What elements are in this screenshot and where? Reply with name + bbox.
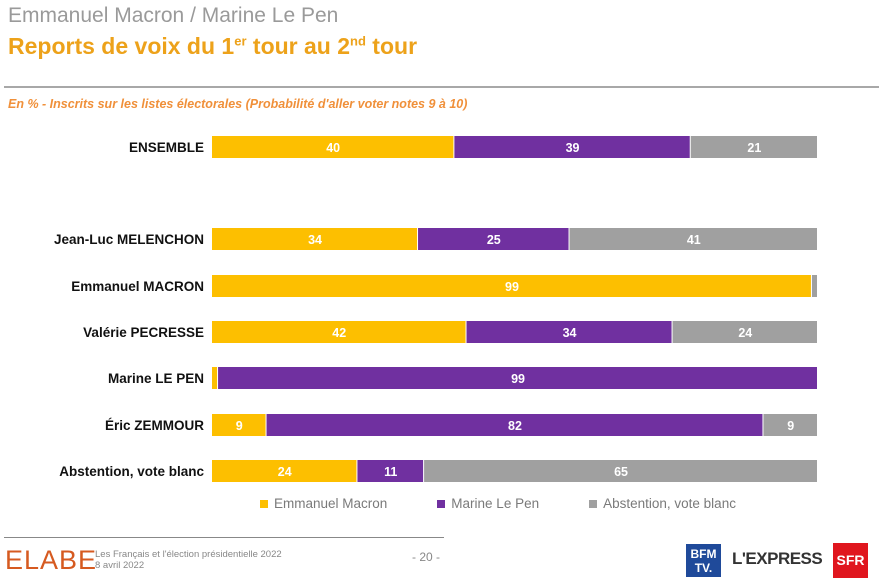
- sfr-logo: SFR: [833, 543, 868, 578]
- bar-segment: [212, 414, 266, 436]
- category-label: Abstention, vote blanc: [59, 464, 204, 479]
- data-label: 1: [819, 280, 826, 294]
- data-label: 82: [508, 419, 522, 433]
- data-label: 24: [738, 326, 752, 340]
- legend-item: Marine Le Pen: [437, 496, 539, 511]
- lexpress-logo: L'EXPRESS: [732, 549, 823, 568]
- title-text: tour: [365, 33, 418, 59]
- legend-label: Abstention, vote blanc: [603, 496, 736, 511]
- data-label: 40: [326, 141, 340, 155]
- subtitle: En % - Inscrits sur les listes électoral…: [8, 97, 468, 111]
- bar-segment: [212, 367, 218, 389]
- bar-segment: [811, 275, 817, 297]
- data-label: 34: [308, 233, 322, 247]
- bar-segment: [357, 460, 424, 482]
- legend-label: Marine Le Pen: [451, 496, 540, 511]
- data-label: 21: [747, 141, 761, 155]
- title-text: tour au 2: [246, 33, 351, 59]
- data-label: 11: [384, 465, 397, 479]
- data-label: 65: [614, 465, 628, 479]
- bar-segment: [690, 136, 817, 158]
- bar-segment: [454, 136, 690, 158]
- data-label: 99: [511, 372, 525, 386]
- legend-label: Emmanuel Macron: [274, 496, 388, 511]
- bar-segment: [424, 460, 817, 482]
- title-text: Reports de voix du 1: [8, 33, 235, 59]
- data-label: 39: [566, 141, 580, 155]
- category-label: ENSEMBLE: [129, 140, 204, 155]
- category-label: Emmanuel MACRON: [71, 279, 204, 294]
- legend-item: Emmanuel Macron: [260, 496, 387, 511]
- tv-text: TV.: [694, 561, 713, 575]
- bar-segment: [212, 228, 418, 250]
- legend: Emmanuel Macron Marine Le Pen Abstention…: [260, 496, 786, 511]
- stacked-bar-chart: ENSEMBLE 40 39 21 Jean-Luc MELENCHON 34 25 41 Em…: [54, 136, 826, 482]
- title-sup: nd: [350, 33, 366, 49]
- data-label: 24: [278, 465, 292, 479]
- bar-segment: [466, 321, 672, 343]
- category-label: Éric ZEMMOUR: [105, 418, 204, 433]
- page-number: - 20 -: [412, 550, 441, 564]
- legend-item: Abstention, vote blanc: [589, 496, 736, 511]
- bar-segment: [212, 275, 811, 297]
- bar-segment: [672, 321, 817, 343]
- footer-date: 8 avril 2022: [95, 560, 145, 571]
- bar-segment: [418, 228, 569, 250]
- bar-segment: [212, 136, 454, 158]
- data-label: 9: [236, 419, 243, 433]
- page-title: Reports de voix du 1er tour au 2nd tour: [8, 33, 417, 60]
- category-label: Valérie PECRESSE: [83, 325, 204, 340]
- legend-swatch: [437, 499, 446, 508]
- bar-segment: [266, 414, 763, 436]
- bar-segment: [212, 321, 466, 343]
- data-label: 9: [787, 419, 794, 433]
- bar-segment: [212, 460, 357, 482]
- divider: [4, 86, 879, 88]
- bfm-text: BFM: [690, 547, 717, 561]
- footer-divider: [4, 537, 444, 538]
- elabe-logo: ELABE: [5, 545, 98, 575]
- data-label: 34: [563, 326, 577, 340]
- supertitle: Emmanuel Macron / Marine Le Pen: [8, 4, 339, 27]
- bar-segment: [218, 367, 817, 389]
- footer-line: Les Français et l'élection présidentiell…: [95, 549, 282, 560]
- footer-text: Les Français et l'élection présidentiell…: [95, 549, 282, 571]
- bfmtv-logo: BFM TV.: [686, 544, 721, 577]
- data-label: 25: [487, 233, 501, 247]
- data-label: 42: [332, 326, 346, 340]
- title-sup: er: [234, 33, 247, 49]
- category-label: Marine LE PEN: [108, 371, 204, 386]
- category-label: Jean-Luc MELENCHON: [54, 232, 204, 247]
- legend-swatch: [260, 499, 268, 508]
- data-label: 99: [505, 280, 519, 294]
- data-label: 41: [687, 233, 701, 247]
- legend-swatch: [589, 499, 598, 508]
- bar-segment: [569, 228, 817, 250]
- bar-segment: [763, 414, 817, 436]
